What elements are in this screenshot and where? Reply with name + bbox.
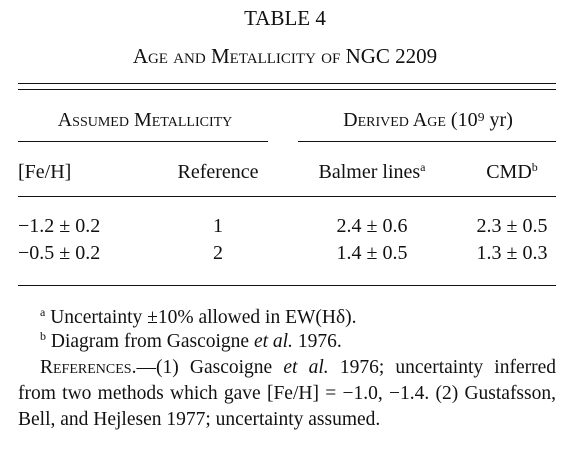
column-header: [Fe/H] xyxy=(18,161,72,183)
note-marker: a xyxy=(40,305,46,319)
table-cell: 2.4 ± 0.6 xyxy=(336,215,408,237)
note: b Diagram from Gascoigne et al. 1976. xyxy=(40,330,342,354)
table-cell: −1.2 ± 0.2 xyxy=(18,215,101,237)
references-label: References.— xyxy=(40,357,156,378)
table-cell: −0.5 ± 0.2 xyxy=(18,242,101,264)
table-subtitle: Age and Metallicity of NGC 2209 xyxy=(132,44,438,68)
note-text: et al. xyxy=(253,331,293,352)
rule xyxy=(18,89,556,90)
table-title: TABLE 4 xyxy=(244,6,326,30)
references-text: et al. xyxy=(283,357,329,378)
rule xyxy=(18,141,268,142)
column-header: Balmer linesa xyxy=(319,160,426,184)
note-marker: b xyxy=(531,160,538,174)
note: a Uncertainty ±10% allowed in EW(Hδ). xyxy=(40,306,357,330)
column-header: Reference xyxy=(177,161,259,183)
rule xyxy=(298,141,556,142)
group-header: Assumed Metallicity xyxy=(57,109,233,131)
rule xyxy=(18,83,556,84)
note-text: 1976. xyxy=(292,331,342,352)
note-marker: b xyxy=(40,329,46,343)
note-text: Diagram from Gascoigne xyxy=(50,331,254,352)
table-cell: 1.3 ± 0.3 xyxy=(476,242,548,264)
references: References.—(1) Gascoigne et al. 1976; u… xyxy=(18,355,556,433)
column-header: CMDb xyxy=(486,160,538,184)
column-header-text: Balmer lines xyxy=(318,161,421,183)
table-cell: 2.3 ± 0.5 xyxy=(476,215,548,237)
rule xyxy=(18,196,556,197)
group-header: Derived Age (10⁹ yr) xyxy=(343,108,513,132)
table-cell: 1 xyxy=(213,215,223,237)
table-cell: 1.4 ± 0.5 xyxy=(336,242,408,264)
references-text: 1976; uncertainty inferred from two meth… xyxy=(18,357,556,430)
group-header-text: Derived Age xyxy=(343,109,446,131)
group-header-unit: (10⁹ yr) xyxy=(450,109,513,131)
note-text: Uncertainty ±10% allowed in EW(Hδ). xyxy=(50,307,357,328)
table-cell: 2 xyxy=(213,242,223,264)
rule xyxy=(18,285,556,286)
column-header-text: CMD xyxy=(486,161,532,183)
note-marker: a xyxy=(420,160,426,174)
references-text: (1) Gascoigne xyxy=(155,357,284,378)
